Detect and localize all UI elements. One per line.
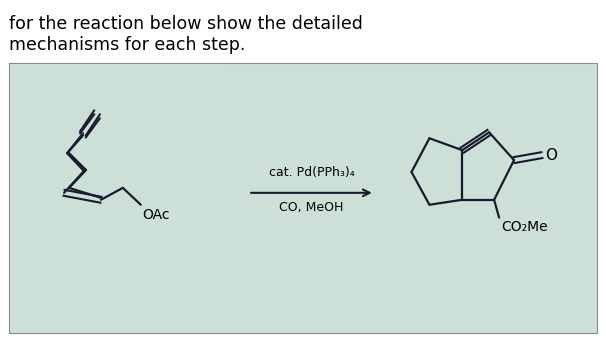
Bar xyxy=(9,63,597,333)
Text: CO₂Me: CO₂Me xyxy=(501,219,548,234)
Text: O: O xyxy=(545,148,557,163)
Bar xyxy=(10,64,229,332)
Text: for the reaction below show the detailed: for the reaction below show the detailed xyxy=(9,15,363,33)
Text: OAc: OAc xyxy=(143,208,170,222)
Text: CO, MeOH: CO, MeOH xyxy=(279,201,344,214)
Text: cat. Pd(PPh₃)₄: cat. Pd(PPh₃)₄ xyxy=(268,166,355,179)
Text: mechanisms for each step.: mechanisms for each step. xyxy=(9,36,245,54)
